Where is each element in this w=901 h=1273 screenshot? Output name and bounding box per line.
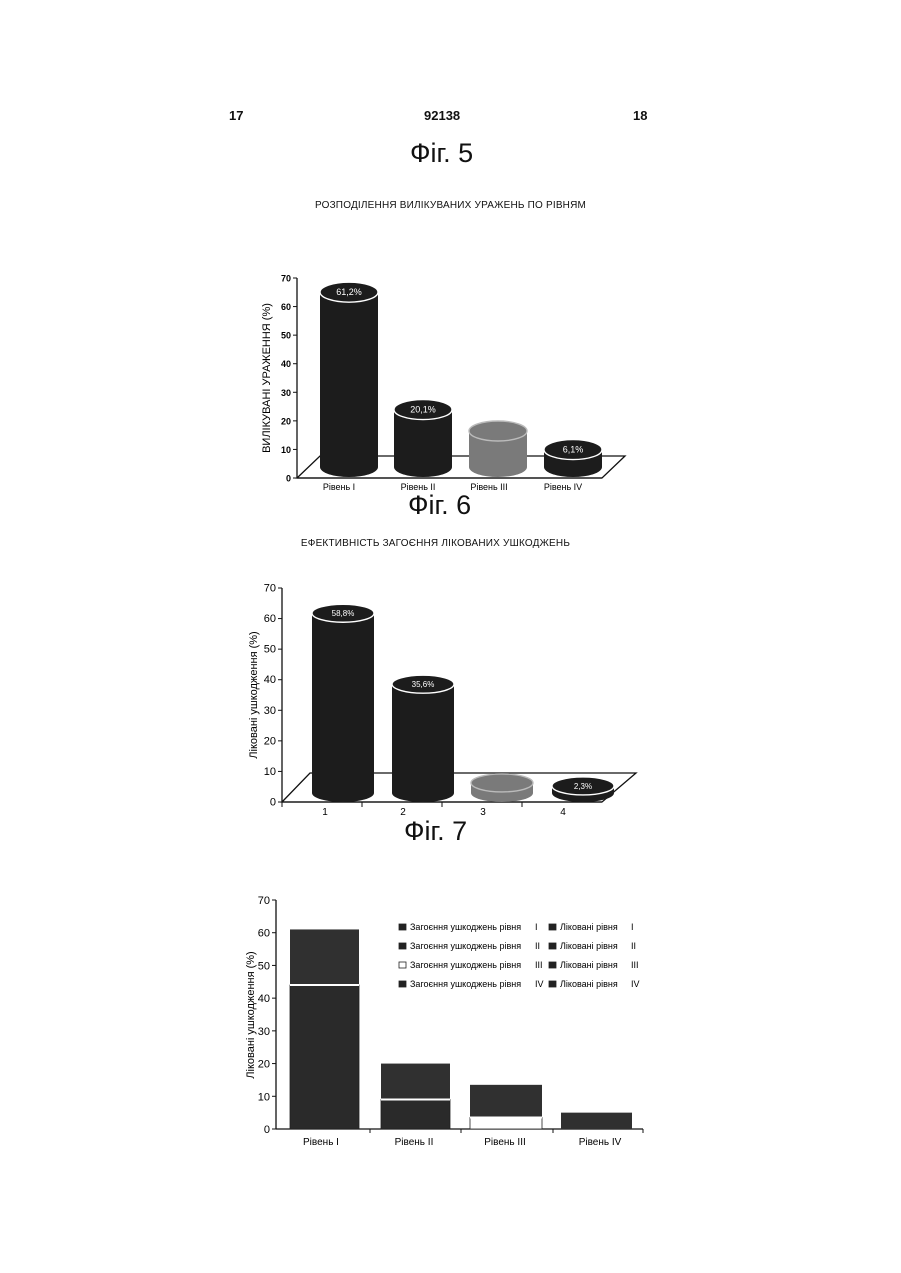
chart2-y-tick-label: 70 (264, 583, 276, 595)
chart2-data-label: 35,6% (412, 680, 435, 689)
chart3-legend-level: III (535, 960, 543, 970)
chart1-y-tick-label: 50 (281, 331, 291, 341)
chart3-legend-swatch (399, 924, 406, 930)
chart3-y-tick-label: 60 (258, 928, 270, 940)
chart3-y-tick-label: 10 (258, 1091, 270, 1103)
chart1-y-tick-label: 40 (281, 359, 291, 369)
chart3-bar-segment (290, 929, 359, 985)
chart3-y-tick-label: 40 (258, 993, 270, 1005)
chart1-category-label: Рівень I (323, 482, 355, 492)
chart3-category-label: Рівень IV (579, 1137, 622, 1148)
chart2-data-label: 58,8% (332, 609, 355, 618)
chart2-y-axis-label: Ліковані ушкодження (%) (248, 631, 260, 758)
chart3-legend-level: IV (535, 979, 544, 989)
chart1-y-tick-label: 70 (281, 274, 291, 284)
chart1-category-label: Рівень II (401, 482, 436, 492)
chart3-legend-label: Ліковані рівня (560, 941, 618, 951)
chart3-legend-label: Ліковані рівня (560, 922, 618, 932)
chart3-y-tick-label: 20 (258, 1059, 270, 1071)
chart2-bar (312, 613, 374, 802)
chart2-y-tick-label: 20 (264, 735, 276, 747)
chart3-category-label: Рівень II (395, 1137, 434, 1148)
chart1-y-tick-label: 60 (281, 302, 291, 312)
chart2-y-tick-label: 30 (264, 705, 276, 717)
chart2-y-tick-label: 40 (264, 674, 276, 686)
chart1-y-tick-label: 0 (286, 474, 291, 484)
chart2-y-tick-label: 0 (270, 797, 276, 809)
chart1-category-label: Рівень III (470, 482, 507, 492)
chart1-data-label: 61,2% (336, 287, 362, 297)
chart3-legend-swatch (399, 981, 406, 987)
chart3-legend-level: IV (631, 979, 640, 989)
chart2-y-tick-label: 60 (264, 613, 276, 625)
chart3-legend-label: Загоєння ушкоджень рівня (410, 922, 521, 932)
chart3-legend-swatch (549, 981, 556, 987)
chart3-legend-label: Загоєння ушкоджень рівня (410, 979, 521, 989)
chart3-category-label: Рівень III (484, 1137, 526, 1148)
chart3-legend-level: III (631, 960, 639, 970)
chart1-data-label: 20,1% (410, 405, 436, 415)
chart3-y-tick-label: 70 (258, 895, 270, 907)
chart3-bar-segment (290, 985, 359, 1129)
chart3-y-axis-label: Ліковані ушкодження (%) (245, 951, 257, 1078)
chart1-category-label: Рівень IV (544, 482, 582, 492)
chart3-legend-level: I (631, 922, 634, 932)
chart3-legend-swatch (399, 943, 406, 949)
chart3-legend-label: Ліковані рівня (560, 979, 618, 989)
chart1-y-tick-label: 30 (281, 388, 291, 398)
chart2-category-label: 3 (480, 807, 486, 818)
chart2-y-tick-label: 10 (264, 766, 276, 778)
chart3-category-label: Рівень I (303, 1137, 339, 1148)
chart3-legend-level: I (535, 922, 538, 932)
chart2-category-label: 4 (560, 807, 566, 818)
chart1-y-tick-label: 20 (281, 416, 291, 426)
chart3-legend-level: II (631, 941, 636, 951)
chart1-data-label: 6,1% (563, 445, 584, 455)
chart3-legend-swatch (399, 962, 406, 968)
chart3-y-tick-label: 50 (258, 960, 270, 972)
chart1-bar (320, 292, 378, 477)
chart3-legend-swatch (549, 962, 556, 968)
chart1-bar-top (469, 421, 527, 441)
chart2-bar (392, 684, 454, 802)
chart3-legend-level: II (535, 941, 540, 951)
chart3-bar-segment (381, 1064, 450, 1100)
chart2-category-label: 2 (400, 807, 406, 818)
chart2-y-tick-label: 50 (264, 644, 276, 656)
chart3-legend-label: Загоєння ушкоджень рівня (410, 941, 521, 951)
chart3-bar-segment (470, 1085, 542, 1118)
chart2-category-label: 1 (322, 807, 328, 818)
chart3-legend-label: Ліковані рівня (560, 960, 618, 970)
chart3-legend-label: Загоєння ушкоджень рівня (410, 960, 521, 970)
chart3-bar-segment (470, 1118, 542, 1129)
chart3-y-tick-label: 30 (258, 1026, 270, 1038)
chart2-data-label: 2,3% (574, 782, 592, 791)
chart1-y-tick-label: 10 (281, 445, 291, 455)
chart3-bar-segment (381, 1100, 450, 1129)
chart3-y-tick-label: 0 (264, 1124, 270, 1136)
chart3-legend-swatch (549, 924, 556, 930)
chart3-legend-swatch (549, 943, 556, 949)
chart1-y-axis-label: ВИЛІКУВАНІ УРАЖЕННЯ (%) (261, 303, 273, 453)
chart3-bar-segment (561, 1113, 632, 1129)
chart2-bar-top (471, 774, 533, 792)
